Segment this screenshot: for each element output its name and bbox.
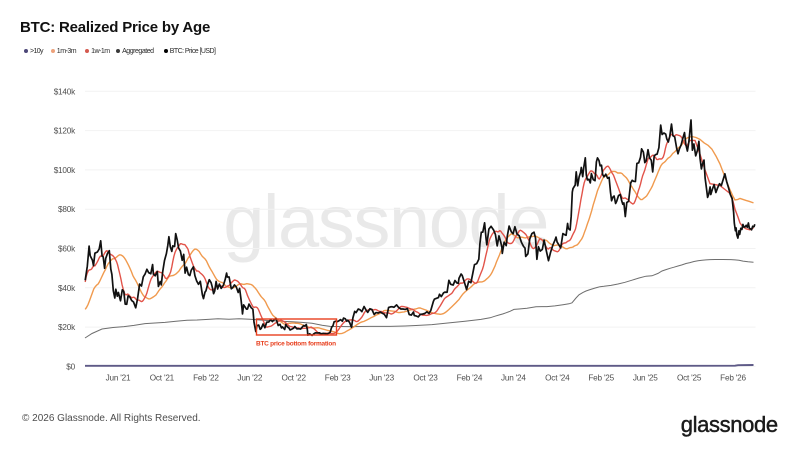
svg-text:Feb '23: Feb '23: [325, 374, 351, 383]
svg-text:BTC price bottom formation: BTC price bottom formation: [256, 341, 336, 348]
svg-text:$100k: $100k: [54, 166, 76, 175]
svg-text:Oct '25: Oct '25: [677, 374, 702, 383]
svg-text:Feb '22: Feb '22: [193, 374, 219, 383]
svg-text:Jun '25: Jun '25: [633, 374, 658, 383]
svg-text:$0: $0: [66, 362, 75, 371]
svg-text:$120k: $120k: [54, 127, 76, 136]
svg-text:Oct '22: Oct '22: [282, 374, 307, 383]
svg-text:Jun '22: Jun '22: [237, 374, 262, 383]
svg-text:$20k: $20k: [58, 323, 76, 332]
svg-text:Jun '21: Jun '21: [106, 374, 131, 383]
svg-text:Oct '21: Oct '21: [150, 374, 175, 383]
svg-text:Oct '24: Oct '24: [545, 374, 570, 383]
svg-text:$80k: $80k: [58, 205, 76, 214]
svg-text:Jun '23: Jun '23: [369, 374, 394, 383]
svg-text:Jun '24: Jun '24: [501, 374, 526, 383]
svg-text:$60k: $60k: [58, 245, 76, 254]
svg-text:Feb '25: Feb '25: [588, 374, 614, 383]
svg-text:Feb '26: Feb '26: [720, 374, 746, 383]
svg-text:$140k: $140k: [54, 87, 76, 96]
svg-text:$40k: $40k: [58, 284, 76, 293]
svg-text:Oct '23: Oct '23: [413, 374, 438, 383]
svg-text:Feb '24: Feb '24: [457, 374, 483, 383]
